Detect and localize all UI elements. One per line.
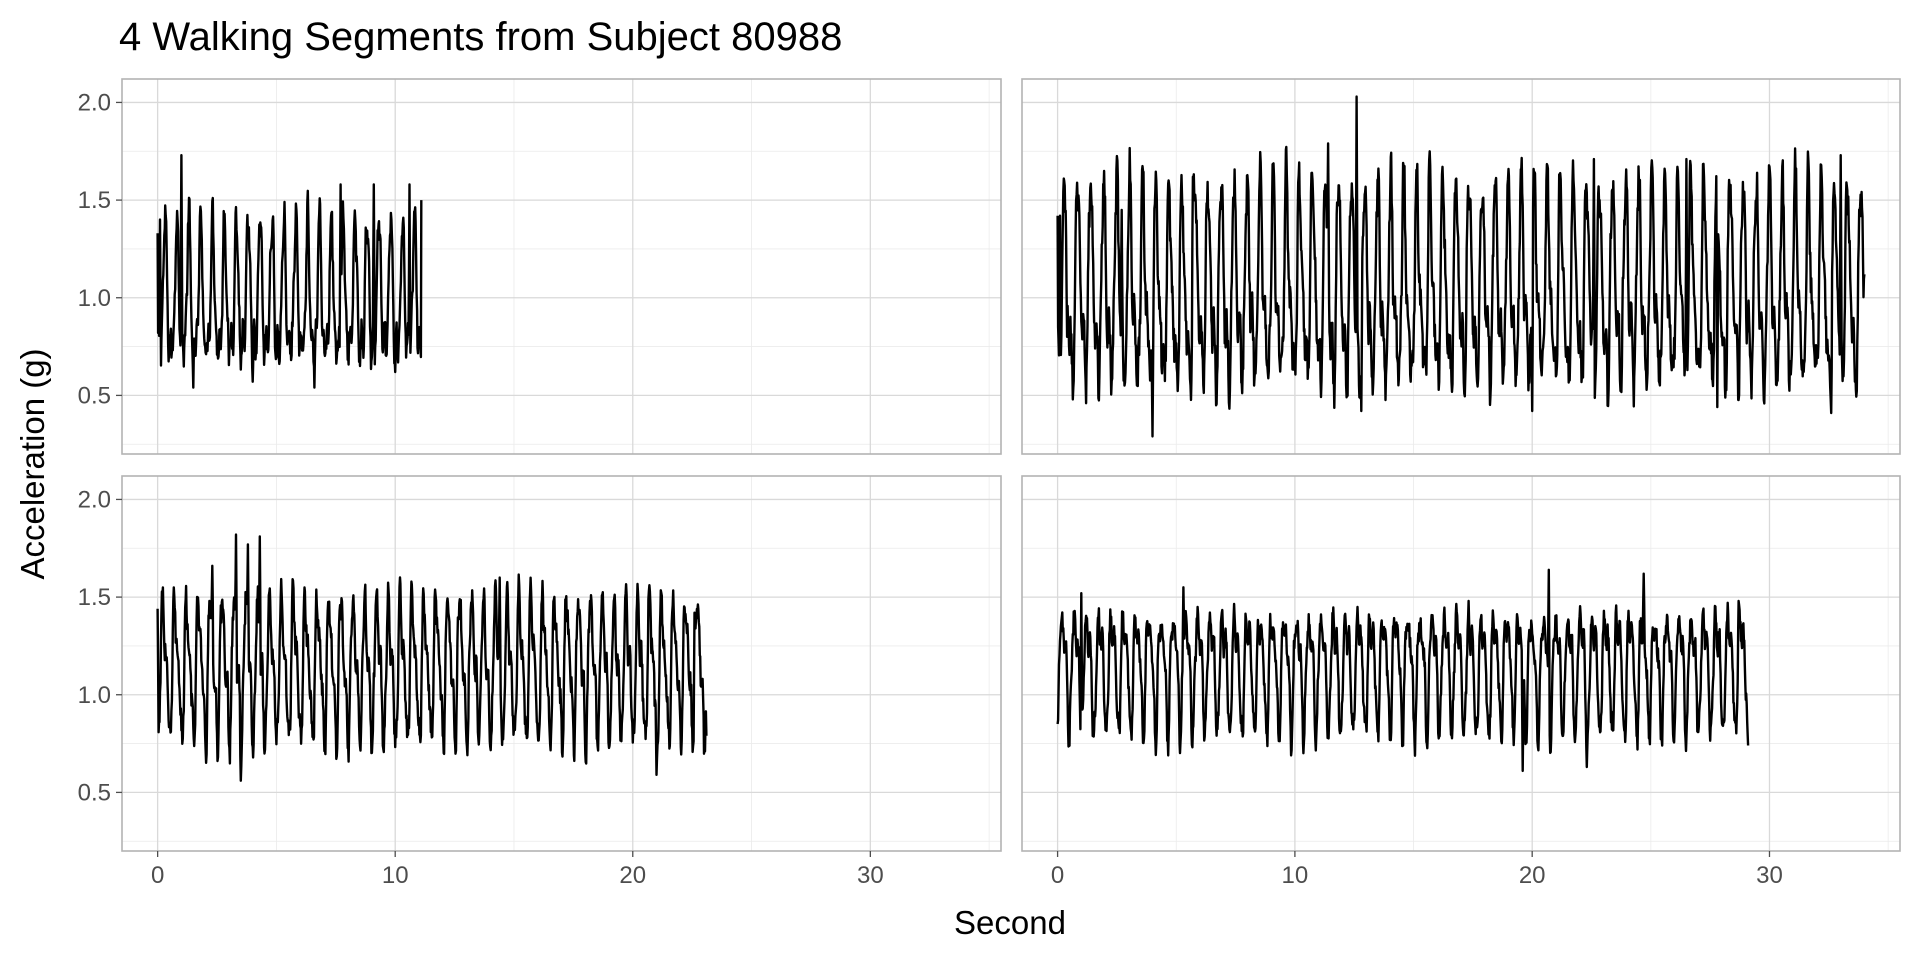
y-tick-label: 0.5 [78,382,111,409]
x-tick-label: 20 [1519,862,1546,889]
panel-top-left [121,78,1002,455]
y-tick-label: 1.0 [78,682,111,709]
series-line-bottom-right [1056,568,1750,773]
panels-layer [121,78,1901,852]
x-tick-label: 10 [382,862,409,889]
y-tick-label: 2.0 [78,89,111,116]
y-tick-label: 2.0 [78,486,111,513]
panel-border [121,78,1002,455]
y-tick-label: 1.0 [78,285,111,312]
panel-border [1021,78,1901,455]
panel-bottom-right [1021,475,1901,852]
x-tick-label: 0 [151,862,164,889]
series-line-top-left [156,154,423,389]
panel-bottom-left [121,475,1002,852]
y-tick-label: 1.5 [78,187,111,214]
chart-title: 4 Walking Segments from Subject 80988 [119,15,842,59]
x-tick-label: 30 [1756,862,1783,889]
x-axis: 0 10 20 30 0 10 20 30 [151,851,1783,889]
series-line-top-right [1056,95,1866,438]
x-axis-title: Second [954,904,1066,941]
panel-border [121,475,1002,852]
y-axis-title: Acceleration (g) [14,348,51,579]
x-tick-label: 20 [619,862,646,889]
x-tick-label: 0 [1051,862,1064,889]
series-line-bottom-left [156,533,708,782]
y-tick-label: 1.5 [78,584,111,611]
x-tick-label: 30 [857,862,884,889]
panel-top-right [1021,78,1901,455]
y-tick-label: 0.5 [78,779,111,806]
x-tick-label: 10 [1282,862,1309,889]
y-axis: 0.5 1.0 1.5 2.0 0.5 1.0 1.5 2.0 [78,89,122,806]
panel-border [1021,475,1901,852]
